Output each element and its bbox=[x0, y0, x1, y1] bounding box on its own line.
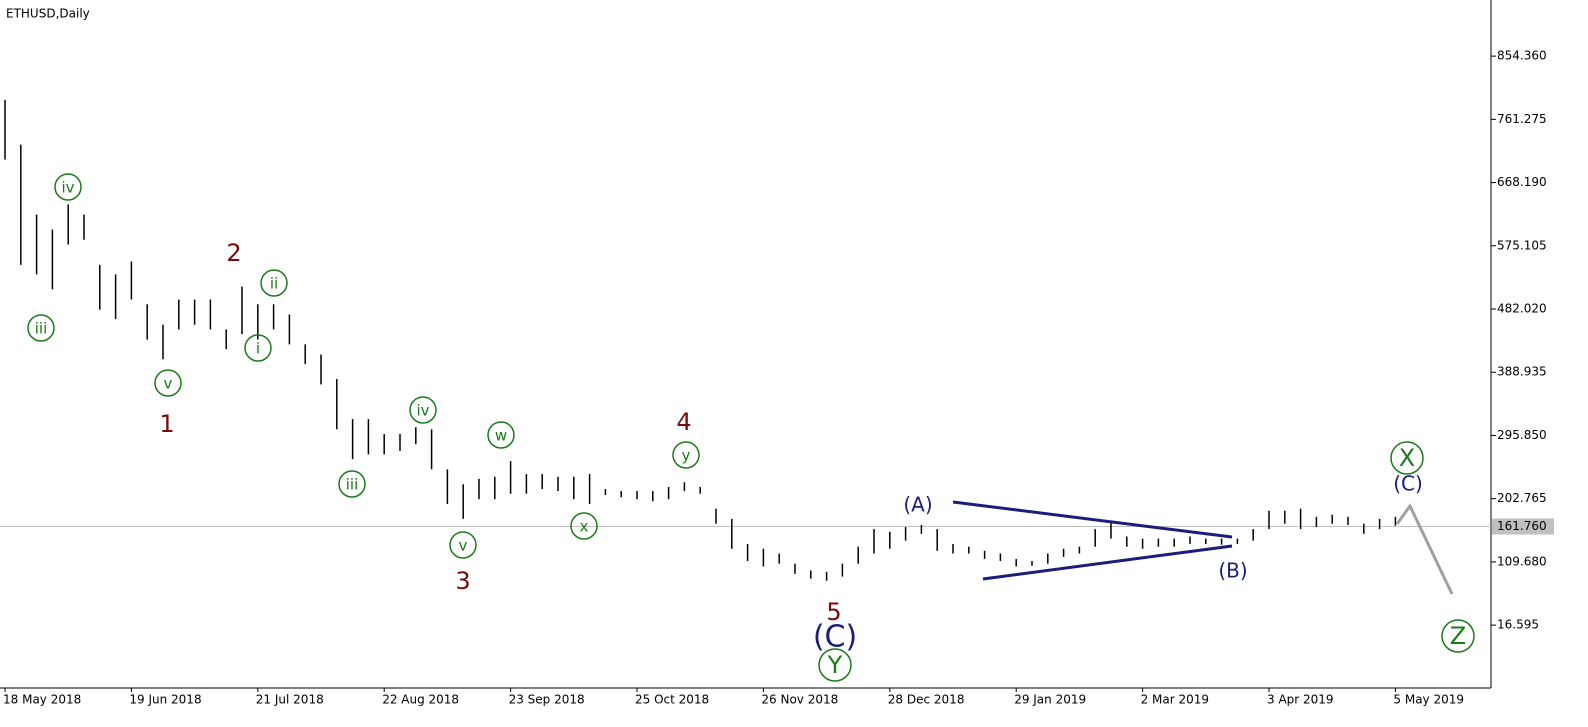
y-tick-label: 575.105 bbox=[1497, 238, 1547, 252]
wave-label: iii bbox=[35, 320, 48, 338]
wave-circle bbox=[487, 421, 515, 449]
x-tick-label: 21 Jul 2018 bbox=[256, 693, 324, 707]
wave-circle bbox=[1441, 619, 1475, 653]
x-tick-label: 22 Aug 2018 bbox=[382, 693, 459, 707]
y-tick-label: 668.190 bbox=[1497, 175, 1547, 189]
wave-label: (C) bbox=[1393, 472, 1423, 496]
wave-circle bbox=[260, 269, 288, 297]
wave-label: v bbox=[164, 375, 173, 393]
y-tick-label: 295.850 bbox=[1497, 428, 1547, 442]
x-tick-label: 18 May 2018 bbox=[3, 693, 81, 707]
chart-title: ETHUSD,Daily bbox=[6, 7, 90, 21]
wave-label: x bbox=[580, 518, 589, 536]
wave-label: 3 bbox=[455, 567, 470, 595]
wave-label: (B) bbox=[1218, 559, 1247, 583]
current-price-box bbox=[1492, 518, 1554, 535]
wave-label: 4 bbox=[676, 408, 691, 436]
wave-circle bbox=[409, 396, 437, 424]
wave-circle bbox=[54, 173, 82, 201]
wave-label: iv bbox=[61, 179, 74, 197]
wave-circle bbox=[570, 512, 598, 540]
x-tick-label: 3 Apr 2019 bbox=[1267, 693, 1334, 707]
x-tick-label: 29 Jan 2019 bbox=[1014, 693, 1086, 707]
x-tick-label: 19 Jun 2018 bbox=[129, 693, 201, 707]
y-tick-label: 388.935 bbox=[1497, 365, 1547, 379]
trend-line bbox=[982, 544, 1233, 581]
projection-line bbox=[1395, 503, 1454, 595]
wave-label: iv bbox=[416, 402, 429, 420]
wave-label: iii bbox=[346, 476, 359, 494]
x-tick-label: 28 Dec 2018 bbox=[888, 693, 965, 707]
current-price-label: 161.760 bbox=[1497, 519, 1547, 533]
y-tick-label: 202.765 bbox=[1497, 491, 1547, 505]
wave-circle bbox=[818, 648, 852, 682]
plot: 16.595 109.680 202.765 295.850 388.935 482.02… bbox=[0, 49, 1554, 707]
y-tick-label: 16.595 bbox=[1497, 618, 1539, 632]
wave-label: (A) bbox=[903, 493, 932, 517]
y-tick-label: 854.360 bbox=[1497, 49, 1547, 63]
x-tick-label: 26 Nov 2018 bbox=[761, 693, 838, 707]
wave-label: i bbox=[256, 340, 260, 358]
wave-circle bbox=[672, 441, 700, 469]
wave-label: ii bbox=[270, 275, 278, 293]
y-tick-label: 761.275 bbox=[1497, 112, 1547, 126]
wave-label: y bbox=[682, 447, 691, 465]
wave-label: (C) bbox=[813, 620, 857, 655]
wave-label: 1 bbox=[159, 410, 174, 438]
wave-circle bbox=[449, 531, 477, 559]
wave-circle bbox=[154, 369, 182, 397]
wave-circle bbox=[1390, 441, 1424, 475]
wave-label: Y bbox=[827, 651, 843, 679]
wave-circle bbox=[27, 314, 55, 342]
x-tick-label: 2 Mar 2019 bbox=[1141, 693, 1209, 707]
wave-circle bbox=[244, 334, 272, 362]
x-tick-label: 25 Oct 2018 bbox=[635, 693, 709, 707]
wave-label: 2 bbox=[226, 239, 241, 267]
trend-line bbox=[952, 500, 1233, 539]
wave-label: 5 bbox=[826, 598, 841, 626]
wave-label: Z bbox=[1450, 622, 1466, 650]
y-tick-label: 482.020 bbox=[1497, 302, 1547, 316]
wave-label: w bbox=[495, 427, 507, 445]
wave-label: v bbox=[459, 537, 468, 555]
wave-label: X bbox=[1399, 444, 1415, 472]
wave-circle bbox=[338, 470, 366, 498]
y-tick-label: 109.680 bbox=[1497, 554, 1547, 568]
x-tick-label: 5 May 2019 bbox=[1393, 693, 1464, 707]
x-tick-label: 23 Sep 2018 bbox=[509, 693, 585, 707]
